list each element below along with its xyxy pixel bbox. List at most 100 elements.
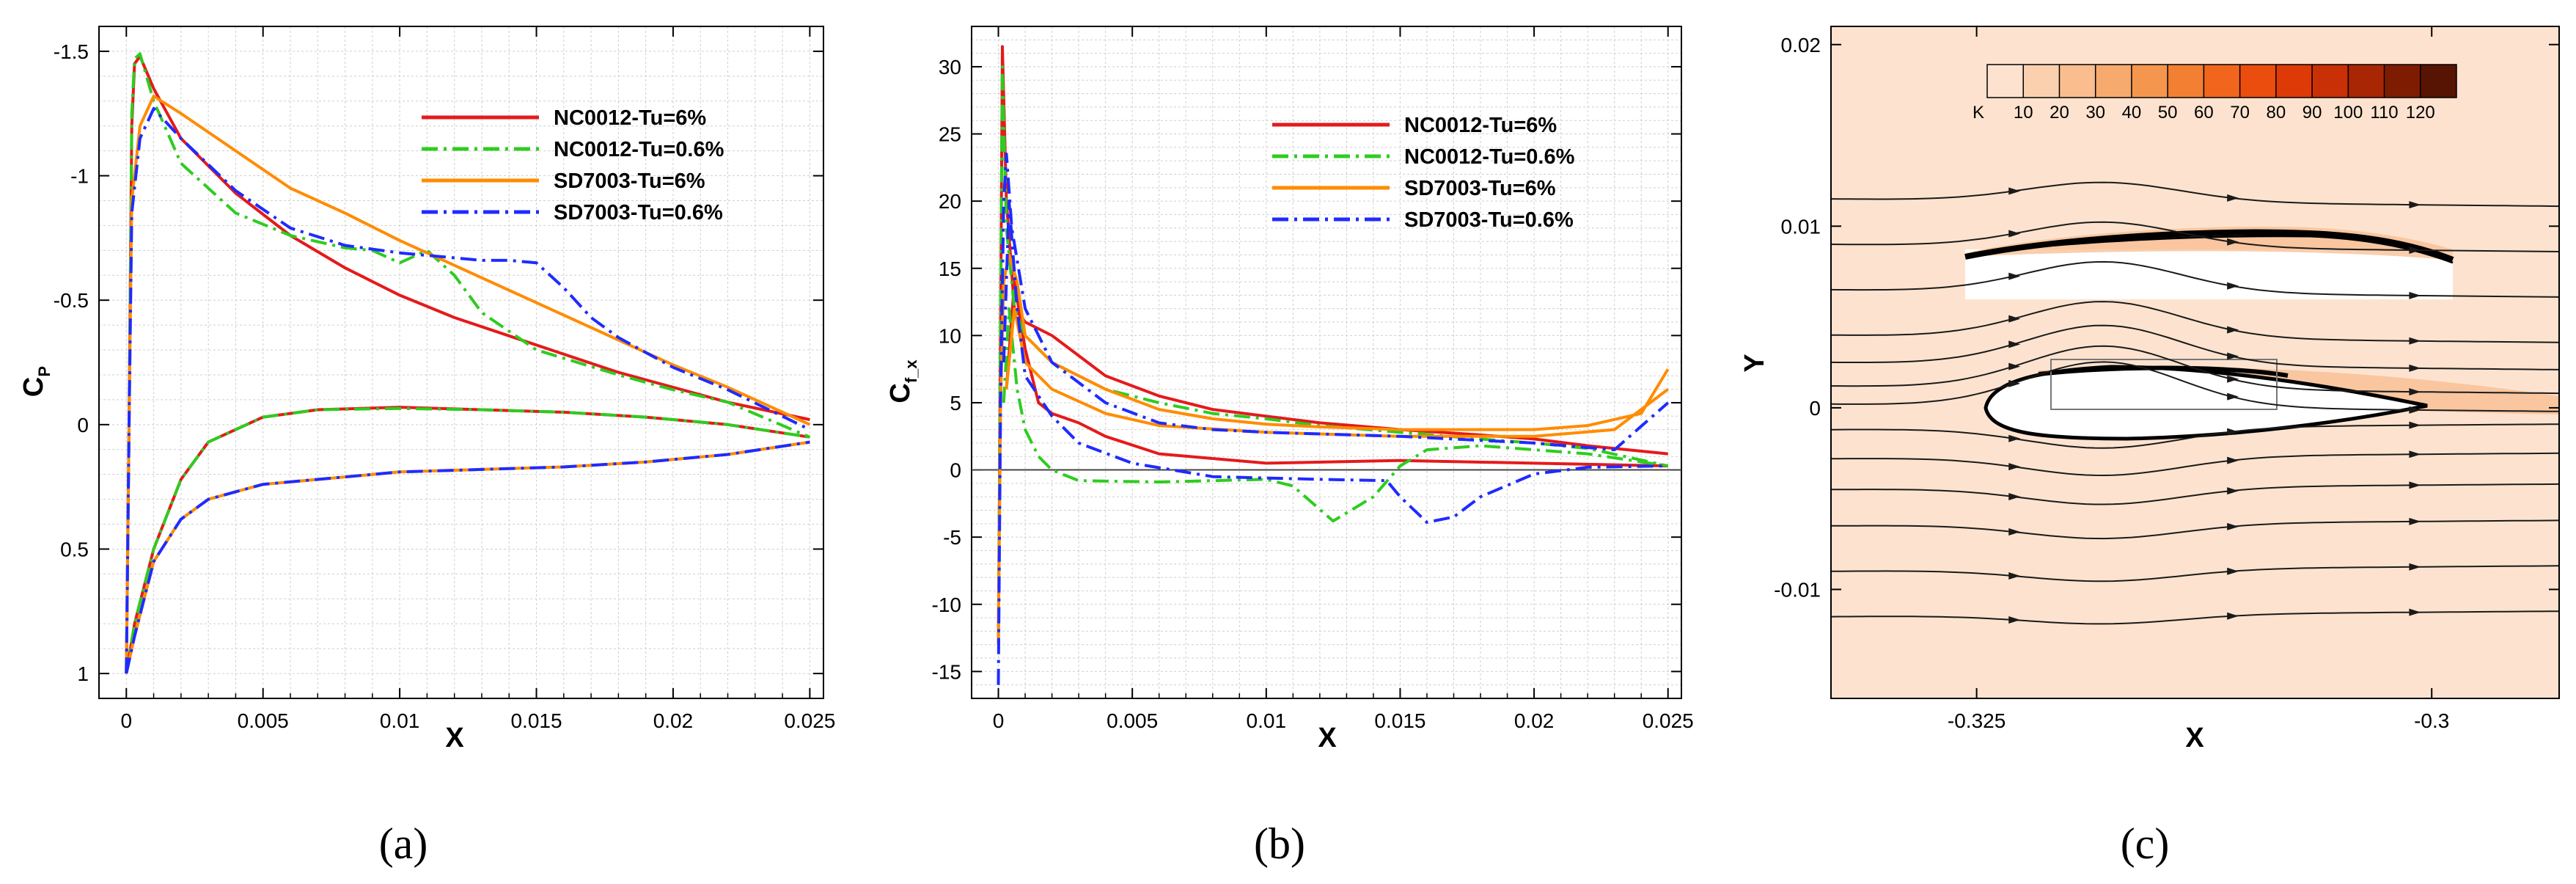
flow-arrow	[2409, 608, 2421, 616]
x-tick-label: -0.325	[1948, 709, 2006, 732]
airfoil-upper-streaks	[2038, 365, 2289, 378]
inset-white-region	[1965, 249, 2453, 299]
colorbar: 10 20 30 40 50 60 70 80 90 100 110 120 K	[1973, 64, 2457, 123]
panel-c: -0.325 -0.3 -0.01 0 0.01 0.02 10 20 30 40 50 60 70 8…	[1739, 26, 2560, 753]
legend-label-2: NC0012-Tu=0.6%	[1404, 145, 1575, 169]
panel-a-series	[125, 52, 811, 674]
streamline-4	[1831, 301, 2559, 343]
y-tick-label: -10	[932, 593, 961, 616]
y-tick-label: 0.01	[1781, 215, 1821, 238]
flow-arrow	[2227, 456, 2239, 464]
series-4-curve-1	[997, 153, 1670, 685]
legend-label-1: NC0012-Tu=6%	[554, 106, 706, 130]
x-tick-label: 0.015	[1374, 709, 1425, 732]
legend-label-2: NC0012-Tu=0.6%	[554, 138, 724, 161]
panel-a-ticks: 0 0.005 0.01 0.015 0.02 0.025 -1.5 -1 -0.5 0 0.5 1	[54, 26, 835, 732]
legend-label-1: NC0012-Tu=6%	[1404, 114, 1557, 137]
flow-arrow	[2227, 352, 2239, 360]
streamline-5	[1831, 324, 2559, 370]
flow-arrow	[2227, 522, 2239, 530]
y-tick-label: 10	[939, 324, 961, 347]
colorbar-label: 110	[2370, 103, 2398, 123]
series-2-lower-line	[125, 406, 810, 674]
flow-arrow	[2008, 315, 2021, 323]
panel-a: 0 0.005 0.01 0.015 0.02 0.025-1.5-1-0.500.51 …	[18, 26, 835, 753]
flow-arrow	[2008, 616, 2021, 624]
x-tick-label: 0	[120, 709, 132, 732]
colorbar-label: 40	[2122, 103, 2142, 123]
panel-b-xlabel: X	[1318, 723, 1337, 753]
y-tick-label: -0.01	[1774, 578, 1821, 601]
flow-arrow	[2008, 187, 2021, 195]
series-1-curve-2	[1005, 280, 1668, 468]
flow-arrow	[2008, 434, 2021, 442]
flow-arrow	[2227, 487, 2239, 495]
x-tick-label: 0.01	[380, 709, 420, 732]
y-tick-label: -5	[943, 526, 961, 549]
flow-arrow	[2227, 194, 2239, 202]
inset-airfoil-surface	[1964, 229, 2454, 263]
flow-arrow	[2409, 450, 2421, 459]
legend-label-3: SD7003-Tu=6%	[1404, 177, 1556, 200]
colorbar-title: K	[1973, 103, 1984, 123]
flow-arrow	[2409, 517, 2421, 525]
y-tick-label: -1.5	[54, 40, 89, 63]
flow-arrow	[2008, 463, 2021, 471]
panel-c-ticks: -0.325 -0.3 -0.01 0 0.01 0.02	[1774, 26, 2559, 732]
flow-arrow	[2409, 364, 2421, 372]
y-tick-label: 25	[939, 123, 961, 146]
y-tick-label: 15	[939, 257, 961, 280]
colorbar-swatch	[2348, 65, 2385, 98]
contour-background	[1831, 26, 2559, 698]
flow-arrow	[2227, 238, 2239, 246]
colorbar-swatch	[2239, 65, 2277, 98]
panel-a-grid	[98, 26, 823, 699]
panel-a-ylabel: CP	[18, 366, 54, 397]
flow-arrow	[2008, 379, 2021, 387]
flow-arrow	[2227, 375, 2239, 383]
panel-c-content	[1831, 181, 2559, 625]
streamline-10	[1831, 483, 2559, 505]
colorbar-label: 10	[2014, 103, 2033, 123]
y-tick-label: 0	[77, 414, 89, 436]
streamline-9	[1831, 452, 2559, 477]
flow-arrow	[2008, 362, 2021, 370]
colorbar-label: 70	[2230, 103, 2250, 123]
x-tick-label: -0.3	[2414, 709, 2449, 732]
colorbar-swatch	[2203, 65, 2241, 98]
flow-arrow	[2227, 428, 2239, 436]
streamline-2	[1831, 221, 2559, 252]
colorbar-swatch	[1987, 65, 2024, 98]
streamline-3	[1831, 260, 2559, 298]
legend-label-4: SD7003-Tu=0.6%	[554, 201, 723, 224]
flow-arrow	[2008, 340, 2021, 348]
series-4-lower-line	[125, 440, 810, 674]
x-tick-label: 0.01	[1247, 709, 1287, 732]
y-tick-label: 30	[939, 56, 961, 78]
zoom-box	[2050, 359, 2278, 410]
series-2-curve-1	[997, 65, 1669, 645]
panel-b-series	[972, 45, 1681, 685]
flow-arrow	[2409, 337, 2421, 345]
series-3-curve-2	[1005, 307, 1669, 438]
series-4-curve-2	[1002, 200, 1668, 524]
colorbar-label: 80	[2266, 103, 2286, 123]
flow-arrow	[2409, 291, 2421, 299]
y-tick-label: 0	[950, 459, 961, 482]
y-tick-label: 5	[950, 392, 961, 414]
flow-arrow	[2227, 326, 2239, 334]
y-tick-label: 0	[1809, 397, 1821, 420]
x-tick-label: 0.02	[653, 709, 694, 732]
legend-label-3: SD7003-Tu=6%	[554, 169, 705, 193]
y-tick-label: 1	[77, 662, 89, 685]
colorbar-swatch	[2384, 65, 2421, 98]
colorbar-label: 30	[2085, 103, 2105, 123]
colorbar-label: 100	[2333, 103, 2363, 123]
colorbar-swatch	[2131, 65, 2168, 98]
streamlines	[1831, 181, 2559, 625]
colorbar-swatch	[2312, 65, 2349, 98]
flow-arrow	[2008, 230, 2021, 238]
series-2-upper-line	[125, 52, 811, 674]
colorbar-swatch	[2275, 65, 2313, 98]
colorbar-swatch	[2059, 65, 2096, 98]
